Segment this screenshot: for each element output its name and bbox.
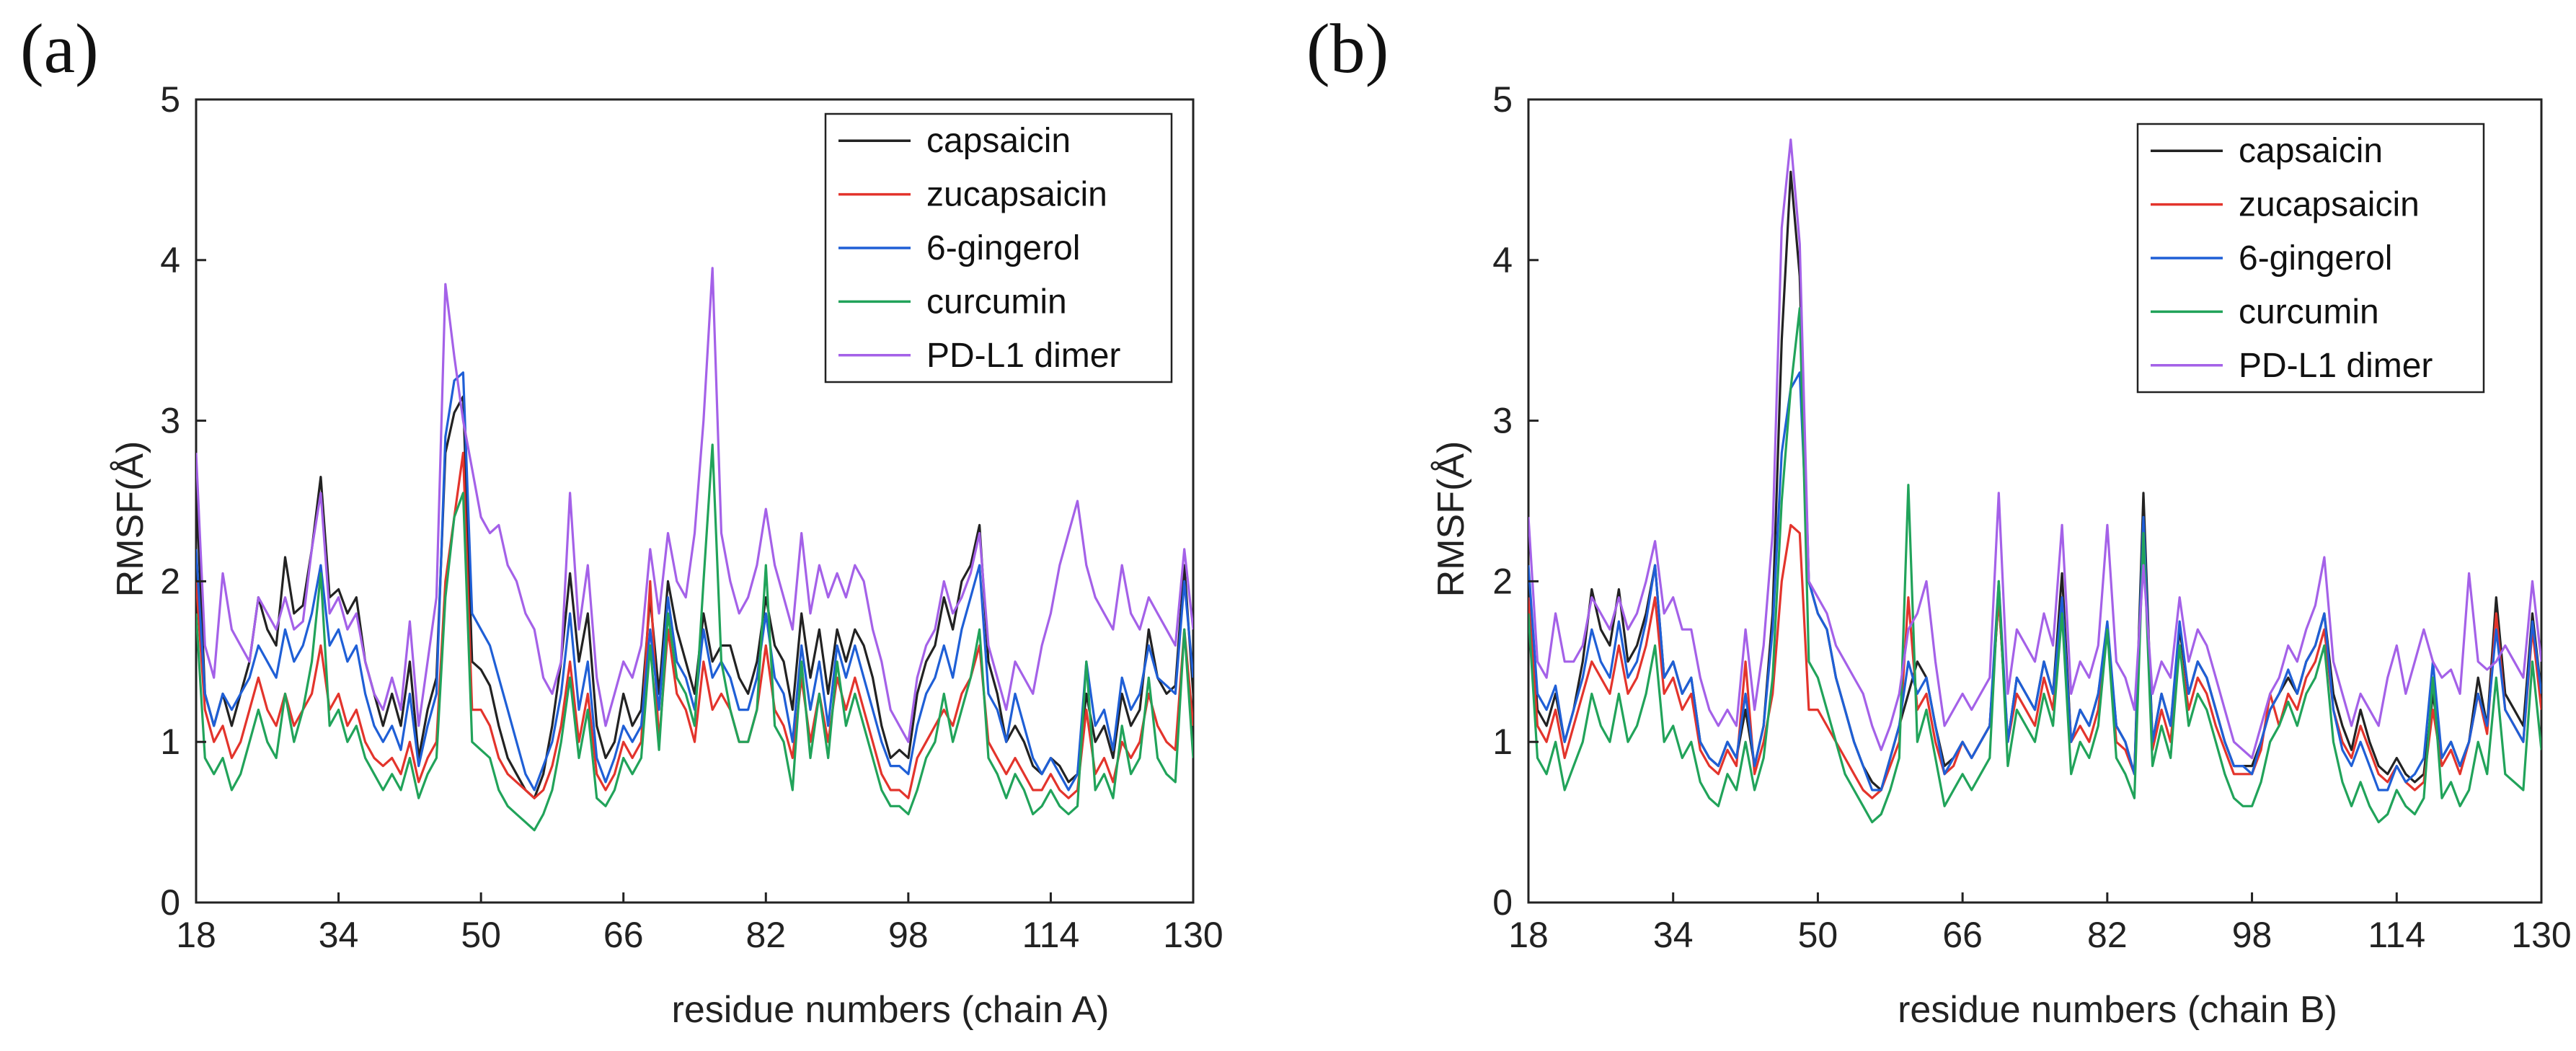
panel-a-legend-label: 6-gingerol: [926, 229, 1080, 267]
panel-a-y-tick-label: 0: [160, 882, 180, 923]
panel-b-x-tick-label: 50: [1798, 915, 1838, 955]
panel-a-legend-label: zucapsaicin: [926, 176, 1107, 214]
panel-a-y-tick-label: 4: [160, 240, 180, 280]
panel-a-x-tick-label: 50: [461, 915, 501, 955]
panel-a-x-tick-label: 82: [745, 915, 786, 955]
panel-a-label: (a): [20, 10, 99, 88]
panel-b-y-tick-label: 5: [1492, 79, 1513, 120]
panel-a-series-pd-l1-dimer: [196, 267, 1193, 743]
panel-a-y-tick-label: 5: [160, 79, 180, 120]
panel-a-x-tick-label: 18: [176, 915, 216, 955]
panel-a-legend-label: PD-L1 dimer: [926, 337, 1120, 375]
panel-a: (a) residue numbers (chain A) RMSF(Å) 18…: [20, 10, 1223, 1031]
panel-b-y-tick-label: 1: [1492, 722, 1513, 762]
panel-a-y-axis-title: RMSF(Å): [110, 441, 151, 598]
panel-b-series-6-gingerol: [1528, 371, 2541, 791]
panel-b-series-group: [1528, 138, 2541, 824]
panel-b-x-tick-label: 114: [2368, 915, 2425, 955]
panel-b-x-tick-label: 18: [1508, 915, 1549, 955]
panel-b: (b) residue numbers (chain B) RMSF(Å) 18…: [1306, 10, 2572, 1031]
panel-b-legend-label: zucapsaicin: [2239, 186, 2420, 224]
panel-a-series-6-gingerol: [196, 371, 1193, 791]
panel-a-x-tick-label: 130: [1163, 915, 1223, 955]
panel-a-x-tick-label: 66: [603, 915, 644, 955]
panel-a-series-zucapsaicin: [196, 451, 1193, 799]
panel-b-x-tick-label: 34: [1653, 915, 1694, 955]
panel-a-y-tick-label: 1: [160, 722, 180, 762]
panel-b-y-tick-label: 0: [1492, 882, 1513, 923]
panel-b-x-tick-label: 82: [2087, 915, 2128, 955]
panel-b-series-curcumin: [1528, 307, 2541, 824]
panel-b-x-tick-label: 130: [2511, 915, 2571, 955]
panel-b-series-zucapsaicin: [1528, 523, 2541, 799]
panel-a-x-axis-title: residue numbers (chain A): [672, 989, 1110, 1031]
panel-b-y-tick-label: 2: [1492, 561, 1513, 601]
panel-b-y-axis-title: RMSF(Å): [1430, 441, 1472, 598]
panel-b-legend-label: PD-L1 dimer: [2239, 347, 2433, 385]
panel-a-legend-label: curcumin: [926, 283, 1067, 321]
panel-a-series-group: [196, 267, 1193, 832]
panel-b-legend-label: 6-gingerol: [2239, 239, 2392, 278]
panel-a-series-curcumin: [196, 443, 1193, 832]
panel-b-x-tick-label: 98: [2232, 915, 2272, 955]
panel-b-y-tick-label: 3: [1492, 401, 1513, 441]
panel-a-y-tick-label: 2: [160, 561, 180, 601]
panel-b-x-tick-label: 66: [1942, 915, 1983, 955]
panel-a-legend: capsaicin zucapsaicin 6-gingerol curcumin PD…: [824, 112, 1173, 383]
panel-a-y-tick-label: 3: [160, 401, 180, 441]
panel-a-x-tick-label: 114: [1022, 915, 1080, 955]
panel-b-plot-frame: [1527, 98, 2543, 904]
panel-b-legend-label: curcumin: [2239, 293, 2379, 331]
panel-b-x-axis-title: residue numbers (chain B): [1898, 989, 2337, 1031]
panel-b-legend-label: capsaicin: [2239, 132, 2383, 170]
panel-b-legend: capsaicin zucapsaicin 6-gingerol curcumin PD…: [2136, 123, 2485, 394]
panel-a-x-tick-label: 34: [319, 915, 359, 955]
panel-a-x-tick-label: 98: [888, 915, 929, 955]
panel-b-label: (b): [1306, 10, 1389, 88]
panel-b-series-pd-l1-dimer: [1528, 138, 2541, 760]
panel-a-legend-label: capsaicin: [926, 122, 1071, 160]
panel-b-y-tick-label: 4: [1492, 240, 1513, 280]
